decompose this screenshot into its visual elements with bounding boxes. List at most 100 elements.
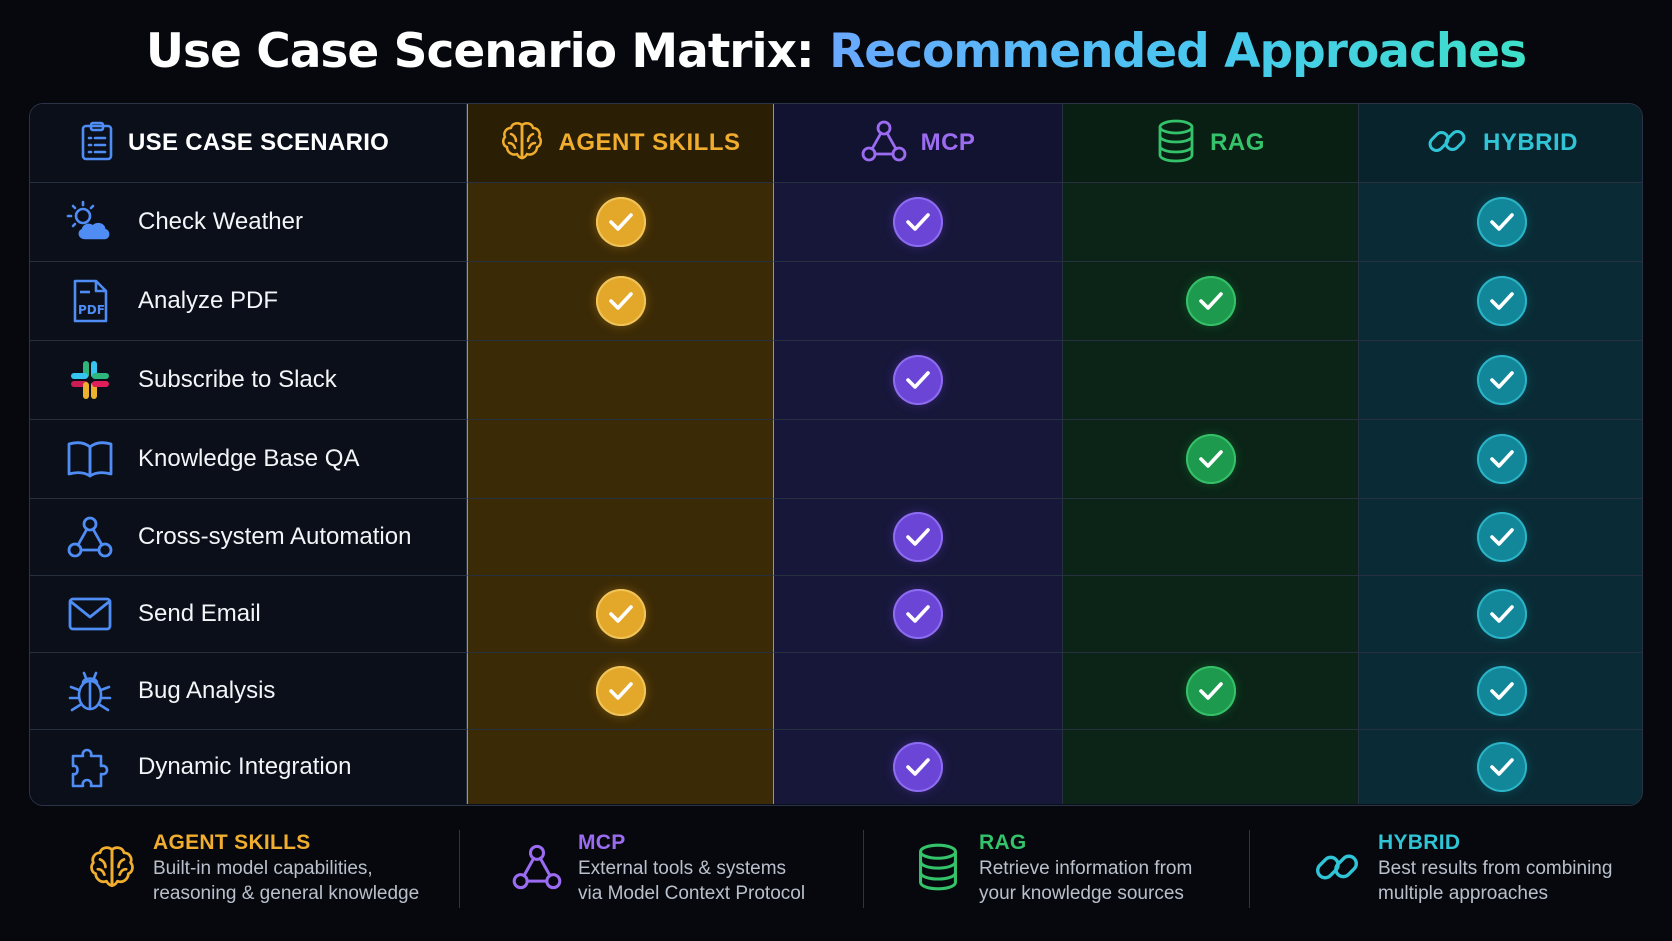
header-agent-skills-label: AGENT SKILLS: [558, 129, 741, 156]
legend-hybrid-line1: Best results from combining: [1378, 858, 1613, 879]
rag-cell: [1063, 183, 1359, 262]
slack-icon: [64, 354, 116, 406]
mcp-cell: [774, 730, 1063, 804]
agent-skills-cell: [467, 183, 774, 262]
scenario-cell: Knowledge Base QA: [30, 420, 467, 499]
scenario-label: Analyze PDF: [138, 287, 279, 314]
mcp-cell: [774, 653, 1063, 730]
database-icon: [909, 838, 967, 896]
svg-text:PDF: PDF: [78, 303, 105, 317]
clipboard-icon: [80, 121, 114, 166]
scenario-label: Send Email: [138, 600, 261, 627]
brain-icon: [83, 838, 141, 896]
title-accent: Recommended Approaches: [829, 24, 1527, 79]
check-icon: [893, 355, 943, 405]
check-icon: [1476, 666, 1527, 716]
scenario-cell: Send Email: [30, 576, 467, 653]
hybrid-cell: [1359, 730, 1642, 804]
scenario-cell: PDF Analyze PDF: [30, 262, 467, 341]
rag-cell: [1063, 420, 1359, 499]
legend-divider: [1249, 830, 1250, 908]
scenario-label: Cross-system Automation: [138, 523, 412, 550]
check-icon: [1476, 742, 1527, 792]
legend: AGENT SKILLS Built-in model capabilities…: [0, 818, 1672, 918]
check-icon: [1185, 666, 1236, 716]
agent-skills-cell: [467, 262, 774, 341]
header-scenario-label: USE CASE SCENARIO: [128, 129, 390, 156]
scenario-label: Subscribe to Slack: [138, 366, 337, 393]
legend-agent-skills-line1: Built-in model capabilities,: [153, 858, 373, 879]
hybrid-cell: [1359, 183, 1642, 262]
check-icon: [595, 666, 646, 716]
legend-agent-skills: AGENT SKILLS Built-in model capabilities…: [83, 830, 419, 906]
legend-rag-line1: Retrieve information from: [979, 858, 1193, 879]
mcp-cell: [774, 576, 1063, 653]
legend-rag-line2: your knowledge sources: [979, 883, 1184, 904]
check-icon: [595, 589, 646, 639]
rag-cell: [1063, 576, 1359, 653]
network-icon: [508, 838, 566, 896]
scenario-label: Dynamic Integration: [138, 753, 352, 780]
check-icon: [893, 197, 943, 247]
page-title: Use Case Scenario Matrix: Recommended Ap…: [0, 18, 1672, 86]
brain-icon: [500, 119, 544, 168]
scenario-cell: Bug Analysis: [30, 653, 467, 730]
legend-hybrid: HYBRID Best results from combining multi…: [1308, 830, 1612, 906]
scenario-cell: Cross-system Automation: [30, 499, 467, 576]
check-icon: [1476, 355, 1527, 405]
agent-skills-cell: [467, 576, 774, 653]
header-mcp-label: MCP: [920, 129, 976, 156]
envelope-icon: [64, 588, 116, 640]
legend-divider: [863, 830, 864, 908]
scenario-cell: Dynamic Integration: [30, 730, 467, 804]
legend-divider: [459, 830, 460, 908]
header-agent-skills: AGENT SKILLS: [467, 104, 774, 183]
hybrid-cell: [1359, 499, 1642, 576]
link-icon: [1308, 838, 1366, 896]
legend-hybrid-line2: multiple approaches: [1378, 883, 1549, 904]
mcp-cell: [774, 341, 1063, 420]
hybrid-cell: [1359, 341, 1642, 420]
hybrid-cell: [1359, 653, 1642, 730]
header-rag-label: RAG: [1210, 129, 1265, 156]
check-icon: [1476, 589, 1527, 639]
book-icon: [64, 433, 116, 485]
check-icon: [1185, 434, 1236, 484]
scenario-label: Knowledge Base QA: [138, 445, 360, 472]
check-icon: [1476, 434, 1527, 484]
rag-cell: [1063, 499, 1359, 576]
rag-cell: [1063, 653, 1359, 730]
agent-skills-cell: [467, 730, 774, 804]
weather-icon: [64, 196, 116, 248]
check-icon: [1476, 512, 1527, 562]
mcp-cell: [774, 420, 1063, 499]
scenario-label: Bug Analysis: [138, 677, 276, 704]
puzzle-icon: [64, 741, 116, 793]
scenario-cell: Subscribe to Slack: [30, 341, 467, 420]
link-icon: [1425, 119, 1469, 168]
scenario-cell: Check Weather: [30, 183, 467, 262]
agent-skills-cell: [467, 341, 774, 420]
legend-agent-skills-title: AGENT SKILLS: [153, 831, 311, 854]
legend-mcp-line2: via Model Context Protocol: [578, 883, 806, 904]
agent-skills-cell: [467, 499, 774, 576]
legend-hybrid-title: HYBRID: [1378, 831, 1461, 854]
legend-rag-title: RAG: [979, 831, 1027, 854]
scenario-matrix: USE CASE SCENARIO AGENT SKILLS MCP: [29, 103, 1643, 806]
legend-agent-skills-line2: reasoning & general knowledge: [153, 883, 420, 904]
legend-mcp: MCP External tools & systems via Model C…: [508, 830, 805, 906]
mcp-cell: [774, 499, 1063, 576]
agent-skills-cell: [467, 653, 774, 730]
header-hybrid: HYBRID: [1359, 104, 1642, 183]
check-icon: [893, 512, 943, 562]
mcp-cell: [774, 183, 1063, 262]
check-icon: [1185, 276, 1236, 326]
check-icon: [595, 197, 646, 247]
network-icon: [861, 119, 907, 168]
pdf-icon: PDF: [64, 275, 116, 327]
rag-cell: [1063, 730, 1359, 804]
hybrid-cell: [1359, 420, 1642, 499]
hybrid-cell: [1359, 262, 1642, 341]
check-icon: [893, 589, 943, 639]
legend-mcp-title: MCP: [578, 831, 626, 854]
